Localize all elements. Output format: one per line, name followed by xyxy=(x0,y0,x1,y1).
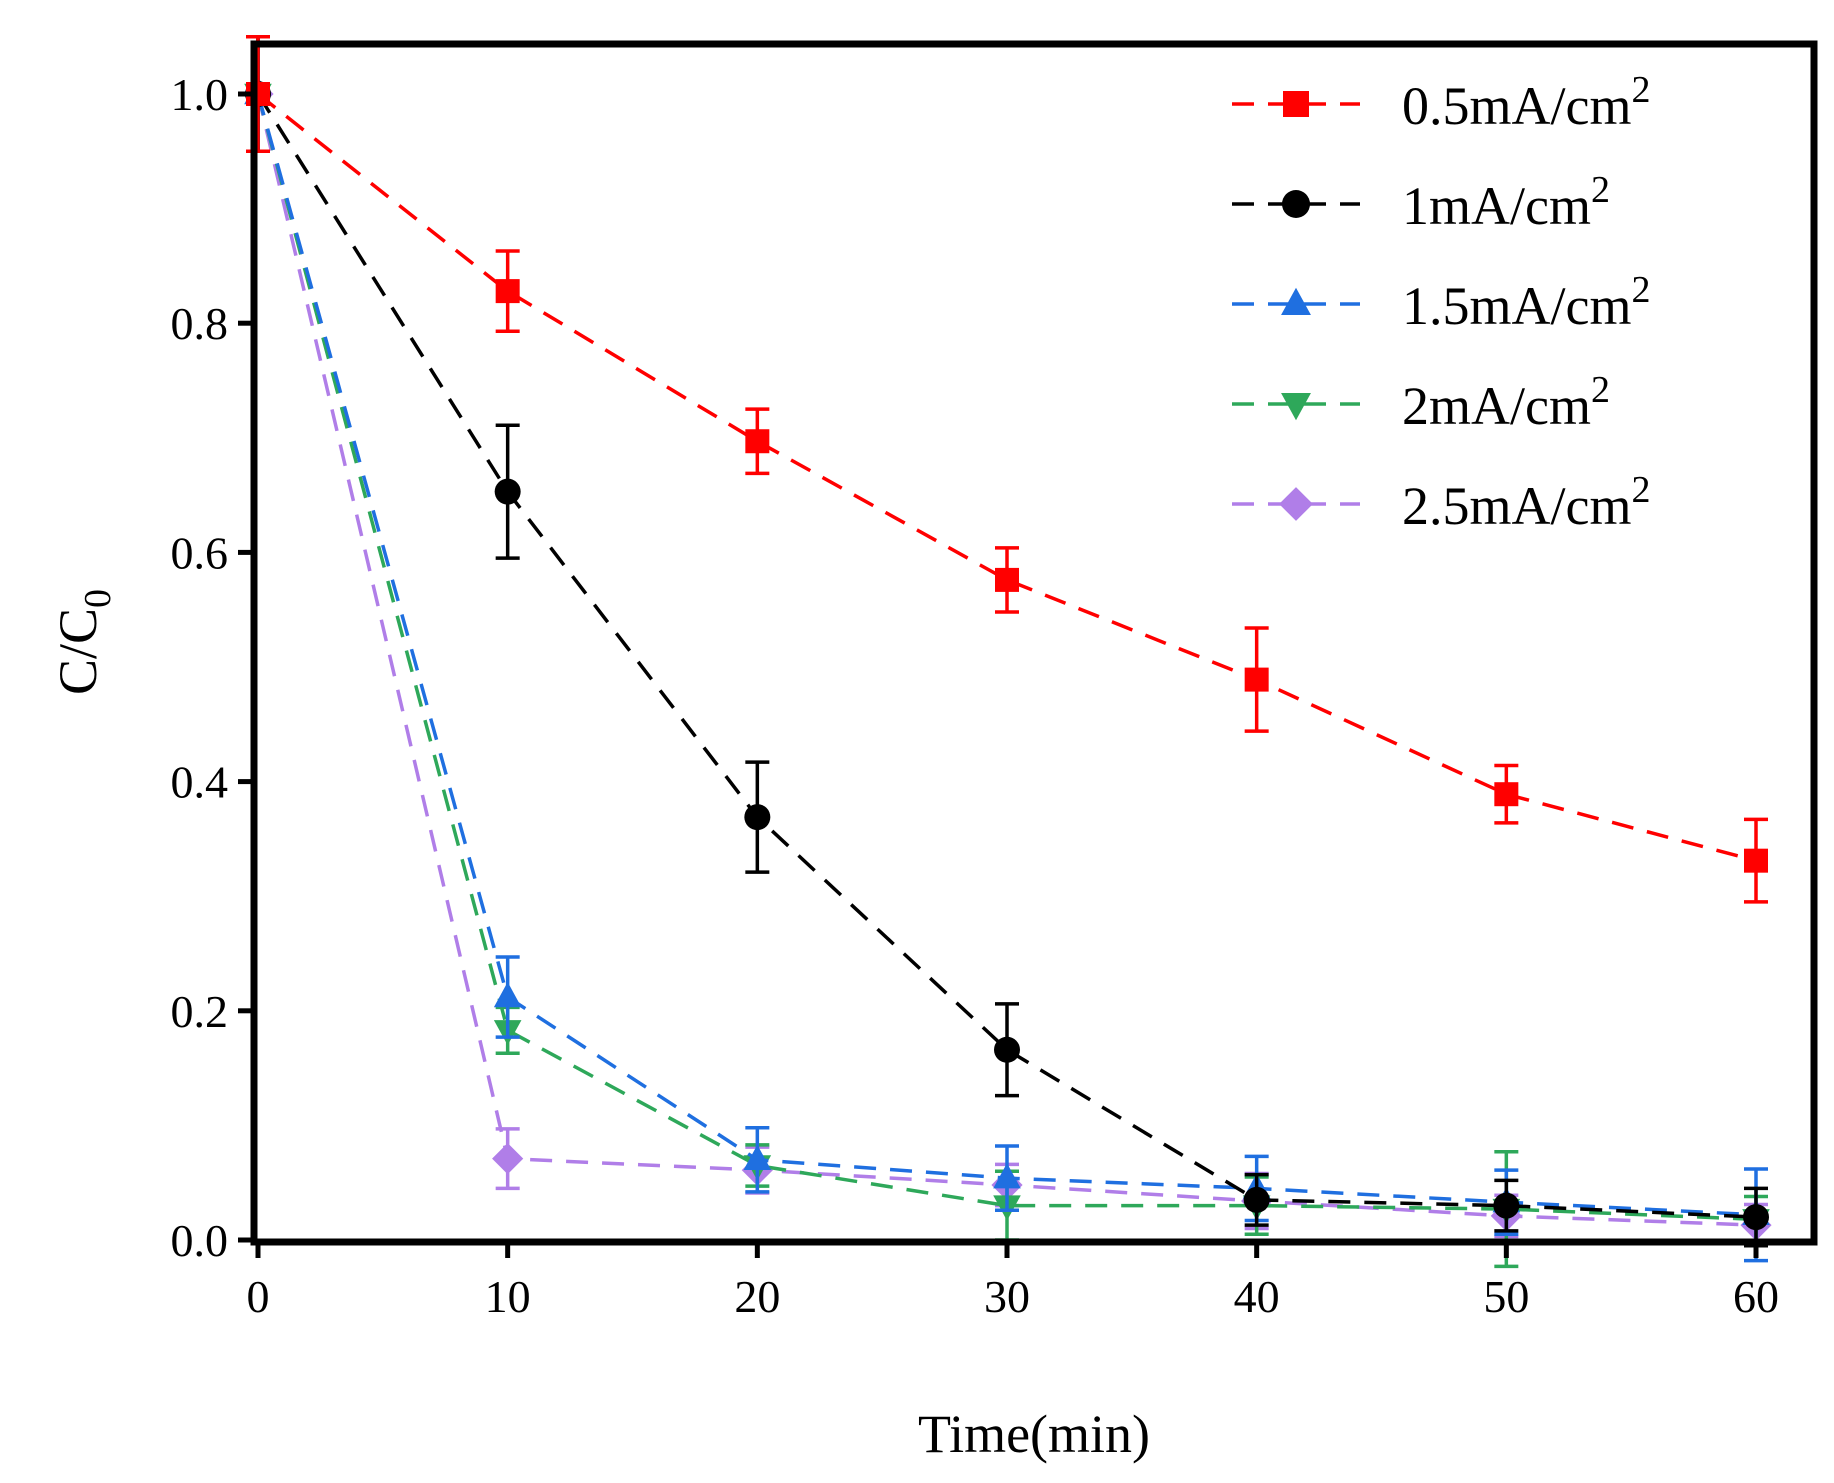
legend-marker xyxy=(1283,91,1309,117)
legend-label-text: 0.5mA/cm xyxy=(1402,76,1631,136)
data-point xyxy=(744,804,771,831)
data-point xyxy=(495,279,520,304)
legend-entry-0: 0.5mA/cm2 xyxy=(1232,69,1650,136)
legend-entry-4: 2.5mA/cm2 xyxy=(1232,469,1650,536)
y-tick-label: 0.2 xyxy=(171,986,229,1037)
y-axis-title-subscript: 0 xyxy=(77,589,119,608)
x-axis-title: Time(min) xyxy=(918,1404,1150,1464)
legend-label-superscript: 2 xyxy=(1591,169,1610,211)
x-tick-label: 20 xyxy=(734,1271,780,1322)
axes: 0 10 20 30 40 50 60 0.0 0.2 0.4 0.6 0.8 1.0 xyxy=(171,69,1780,1322)
legend-label-superscript: 2 xyxy=(1631,469,1650,511)
x-tick-label: 0 xyxy=(247,1271,270,1322)
y-tick-label: 1.0 xyxy=(171,69,229,120)
legend-label-superscript: 2 xyxy=(1631,269,1650,311)
series-0 xyxy=(246,34,1768,904)
data-point xyxy=(1494,782,1519,807)
legend-label-text: 2mA/cm xyxy=(1402,376,1591,436)
y-axis-title-main: C/C xyxy=(48,608,108,695)
data-point xyxy=(1493,1192,1520,1219)
y-tick-label: 0.6 xyxy=(171,527,229,578)
x-tick-label: 40 xyxy=(1234,1271,1280,1322)
legend-marker xyxy=(1282,190,1310,218)
data-point xyxy=(1244,667,1269,692)
x-tick-label: 30 xyxy=(984,1271,1030,1322)
legend: 0.5mA/cm21mA/cm21.5mA/cm22mA/cm22.5mA/cm… xyxy=(1232,69,1650,536)
x-tick-label: 50 xyxy=(1483,1271,1529,1322)
y-tick-label: 0.4 xyxy=(171,757,229,808)
x-tick-label: 10 xyxy=(485,1271,531,1322)
legend-marker xyxy=(1281,392,1311,421)
legend-entry-1: 1mA/cm2 xyxy=(1232,169,1610,236)
data-point xyxy=(1743,1204,1769,1231)
legend-label-superscript: 2 xyxy=(1591,369,1610,411)
data-point xyxy=(993,1163,1021,1189)
data-point xyxy=(1744,848,1768,873)
data-point xyxy=(743,1144,772,1170)
x-tick-label: 60 xyxy=(1733,1271,1779,1322)
legend-label: 2.5mA/cm2 xyxy=(1402,469,1650,536)
data-point xyxy=(994,1036,1020,1063)
data-point xyxy=(745,429,770,454)
legend-marker xyxy=(1279,487,1313,521)
data-point xyxy=(494,478,521,505)
y-tick-label: 0.0 xyxy=(171,1215,229,1266)
legend-label-text: 2.5mA/cm xyxy=(1402,476,1631,536)
y-tick-label: 0.8 xyxy=(171,298,229,349)
legend-entry-2: 1.5mA/cm2 xyxy=(1232,269,1650,336)
legend-label-text: 1mA/cm xyxy=(1402,176,1591,236)
data-point xyxy=(492,1143,524,1175)
legend-label: 1mA/cm2 xyxy=(1402,169,1610,236)
legend-label: 1.5mA/cm2 xyxy=(1402,269,1650,336)
legend-label: 0.5mA/cm2 xyxy=(1402,69,1650,136)
data-point xyxy=(493,982,522,1008)
data-point xyxy=(995,567,1019,592)
legend-label-text: 1.5mA/cm xyxy=(1402,276,1631,336)
data-point xyxy=(1243,1186,1270,1213)
legend-label: 2mA/cm2 xyxy=(1402,369,1610,436)
y-axis-title: C/C0 xyxy=(48,589,119,695)
plot-frame xyxy=(250,40,1818,1246)
legend-label-superscript: 2 xyxy=(1631,69,1650,111)
legend-marker xyxy=(1281,287,1311,316)
legend-entry-3: 2mA/cm2 xyxy=(1232,369,1610,436)
